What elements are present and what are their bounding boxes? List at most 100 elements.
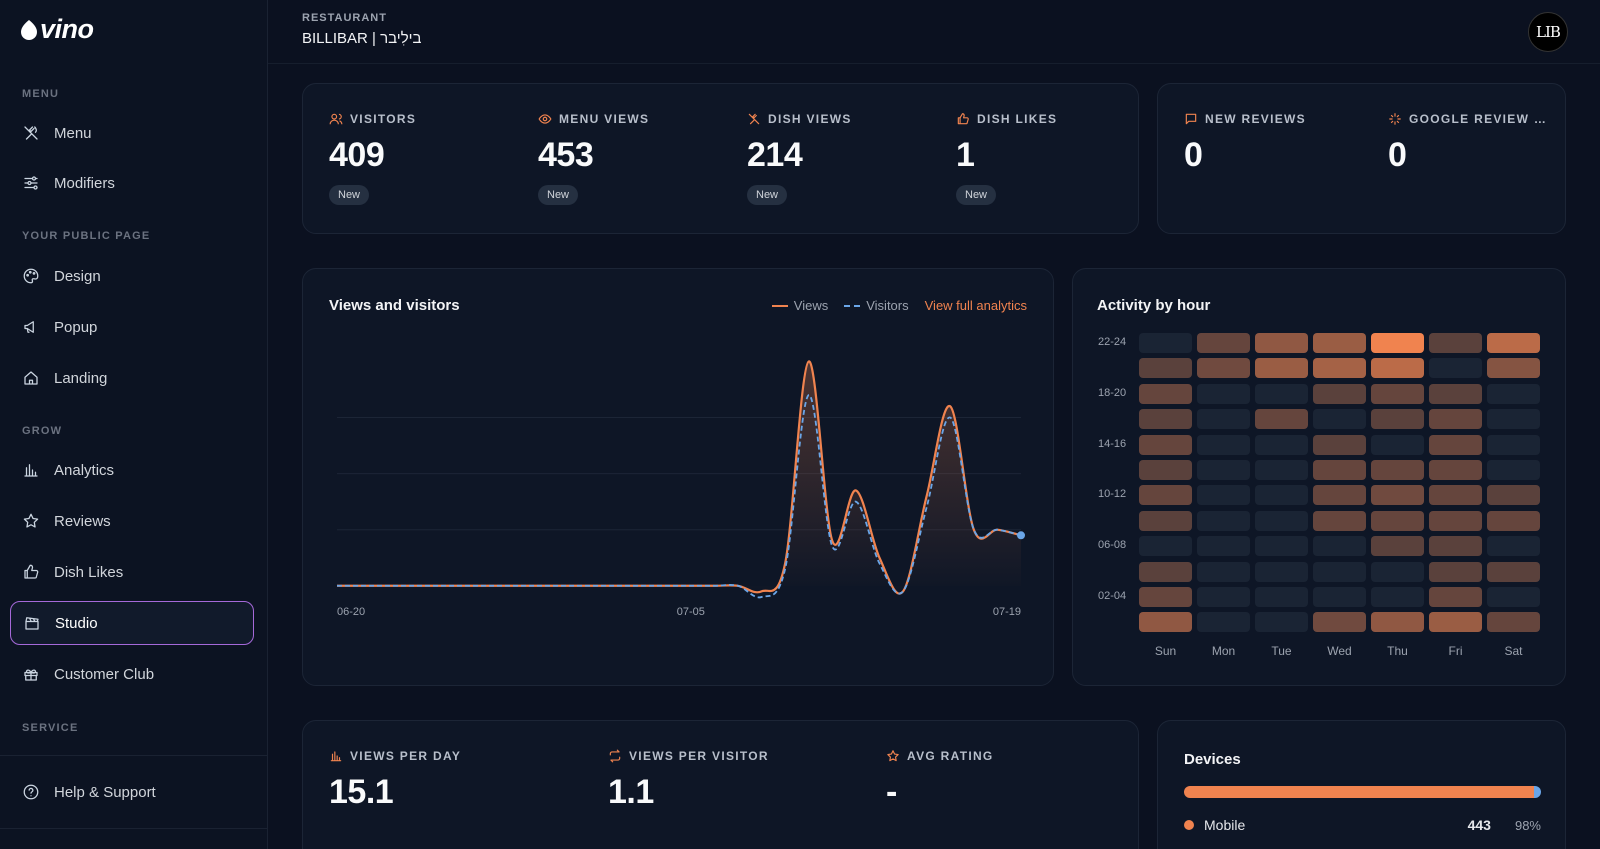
sidebar-item-landing[interactable]: Landing xyxy=(10,356,254,400)
heatmap-cell[interactable] xyxy=(1429,510,1482,531)
heatmap-cell[interactable] xyxy=(1487,333,1540,353)
heatmap-cell[interactable] xyxy=(1429,536,1482,557)
heatmap-cell[interactable] xyxy=(1255,536,1308,557)
sidebar-item-analytics[interactable]: Analytics xyxy=(10,448,254,492)
heatmap-cell[interactable] xyxy=(1255,612,1308,633)
heatmap-cell[interactable] xyxy=(1255,485,1308,506)
heatmap-cell[interactable] xyxy=(1255,434,1308,455)
heatmap-cell[interactable] xyxy=(1429,485,1482,506)
heatmap-cell[interactable] xyxy=(1313,383,1366,404)
heatmap-cell[interactable] xyxy=(1255,409,1308,430)
sidebar-item-dish-likes[interactable]: Dish Likes xyxy=(10,550,254,594)
sidebar-item-menu[interactable]: Menu xyxy=(10,111,254,155)
heatmap-cell[interactable] xyxy=(1139,510,1192,531)
heatmap-cell[interactable] xyxy=(1197,612,1250,633)
heatmap-cell[interactable] xyxy=(1139,612,1192,633)
heatmap-cell[interactable] xyxy=(1371,561,1424,582)
heatmap-cell[interactable] xyxy=(1197,358,1250,379)
heatmap-cell[interactable] xyxy=(1197,434,1250,455)
heatmap-cell[interactable] xyxy=(1197,485,1250,506)
heatmap-cell[interactable] xyxy=(1371,485,1424,506)
heatmap-cell[interactable] xyxy=(1487,587,1540,607)
heatmap-cell[interactable] xyxy=(1487,358,1540,379)
heatmap-cell[interactable] xyxy=(1197,561,1250,582)
heatmap-cell[interactable] xyxy=(1313,460,1366,480)
heatmap-cell[interactable] xyxy=(1139,460,1192,480)
heatmap-cell[interactable] xyxy=(1429,409,1482,430)
heatmap-cell[interactable] xyxy=(1313,561,1366,582)
performance-stats-card: VIEWS PER DAY 15.1 VIEWS PER VISITOR 1.1… xyxy=(302,720,1139,849)
heatmap-cell[interactable] xyxy=(1429,358,1482,379)
heatmap-cell[interactable] xyxy=(1487,383,1540,404)
heatmap-cell[interactable] xyxy=(1487,536,1540,557)
sidebar-item-help-support[interactable]: Help & Support xyxy=(10,770,254,814)
sidebar-item-modifiers[interactable]: Modifiers xyxy=(10,161,254,205)
heatmap-cell[interactable] xyxy=(1139,383,1192,404)
heatmap-cell[interactable] xyxy=(1487,434,1540,455)
heatmap-cell[interactable] xyxy=(1487,612,1540,633)
heatmap-cell[interactable] xyxy=(1371,383,1424,404)
heatmap-cell[interactable] xyxy=(1487,485,1540,506)
palette-icon xyxy=(23,268,39,284)
heatmap-cell[interactable] xyxy=(1371,587,1424,607)
heatmap-cell[interactable] xyxy=(1371,510,1424,531)
heatmap-cell[interactable] xyxy=(1429,561,1482,582)
heatmap-cell[interactable] xyxy=(1139,587,1192,607)
heatmap-cell[interactable] xyxy=(1371,358,1424,379)
heatmap-cell[interactable] xyxy=(1197,333,1250,353)
heatmap-cell[interactable] xyxy=(1197,460,1250,480)
heatmap-cell[interactable] xyxy=(1313,510,1366,531)
heatmap-cell[interactable] xyxy=(1255,460,1308,480)
sidebar-item-studio[interactable]: Studio xyxy=(10,601,254,645)
view-full-analytics-link[interactable]: View full analytics xyxy=(924,298,1027,313)
heatmap-cell[interactable] xyxy=(1371,434,1424,455)
heatmap-cell[interactable] xyxy=(1371,333,1424,353)
heatmap-cell[interactable] xyxy=(1139,485,1192,506)
heatmap-cell[interactable] xyxy=(1371,409,1424,430)
avatar[interactable]: LIB xyxy=(1528,12,1568,52)
heatmap-cell[interactable] xyxy=(1313,434,1366,455)
heatmap-cell[interactable] xyxy=(1313,612,1366,633)
heatmap-cell[interactable] xyxy=(1139,536,1192,557)
heatmap-cell[interactable] xyxy=(1197,383,1250,404)
sidebar-item-popup[interactable]: Popup xyxy=(10,305,254,349)
sidebar-item-customer-club[interactable]: Customer Club xyxy=(10,652,254,696)
heatmap-cell[interactable] xyxy=(1429,587,1482,607)
heatmap-cell[interactable] xyxy=(1429,612,1482,633)
heatmap-cell[interactable] xyxy=(1197,536,1250,557)
heatmap-cell[interactable] xyxy=(1429,460,1482,480)
heatmap-cell[interactable] xyxy=(1139,434,1192,455)
heatmap-cell[interactable] xyxy=(1487,460,1540,480)
sidebar-item-reviews[interactable]: Reviews xyxy=(10,499,254,543)
heatmap-cell[interactable] xyxy=(1313,536,1366,557)
heatmap-cell[interactable] xyxy=(1197,587,1250,607)
heatmap-cell[interactable] xyxy=(1255,333,1308,353)
heatmap-cell[interactable] xyxy=(1255,587,1308,607)
sidebar-item-design[interactable]: Design xyxy=(10,254,254,298)
heatmap-cell[interactable] xyxy=(1197,510,1250,531)
heatmap-cell[interactable] xyxy=(1197,409,1250,430)
heatmap-cell[interactable] xyxy=(1313,358,1366,379)
heatmap-cell[interactable] xyxy=(1255,561,1308,582)
heatmap-cell[interactable] xyxy=(1429,383,1482,404)
vino-logo[interactable]: vino xyxy=(18,14,94,45)
heatmap-cell[interactable] xyxy=(1371,536,1424,557)
heatmap-cell[interactable] xyxy=(1371,612,1424,633)
heatmap-cell[interactable] xyxy=(1487,409,1540,430)
heatmap-cell[interactable] xyxy=(1313,409,1366,430)
heatmap-cell[interactable] xyxy=(1313,485,1366,506)
heatmap-cell[interactable] xyxy=(1429,333,1482,353)
heatmap-cell[interactable] xyxy=(1139,358,1192,379)
heatmap-cell[interactable] xyxy=(1487,561,1540,582)
heatmap-cell[interactable] xyxy=(1255,383,1308,404)
heatmap-cell[interactable] xyxy=(1255,510,1308,531)
heatmap-cell[interactable] xyxy=(1255,358,1308,379)
heatmap-cell[interactable] xyxy=(1313,587,1366,607)
heatmap-cell[interactable] xyxy=(1139,333,1192,353)
heatmap-cell[interactable] xyxy=(1371,460,1424,480)
heatmap-cell[interactable] xyxy=(1429,434,1482,455)
heatmap-cell[interactable] xyxy=(1313,333,1366,353)
heatmap-cell[interactable] xyxy=(1139,561,1192,582)
heatmap-cell[interactable] xyxy=(1139,409,1192,430)
heatmap-cell[interactable] xyxy=(1487,510,1540,531)
